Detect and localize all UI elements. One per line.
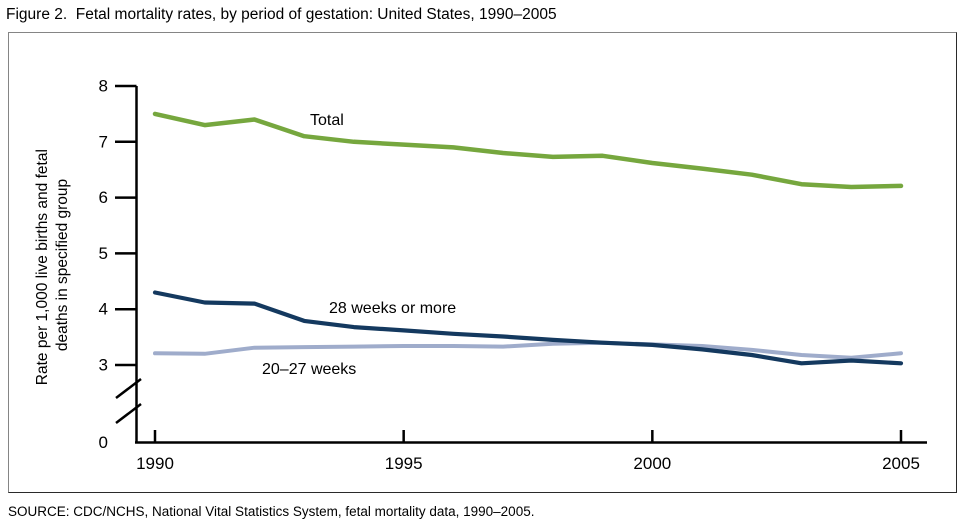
chart-frame [8, 32, 957, 493]
axes: 8 7 6 5 4 3 0 1990 1995 2000 2005 [99, 77, 927, 473]
y-tick-label: 6 [99, 188, 108, 207]
source-note: SOURCE: CDC/NCHS, National Vital Statist… [8, 504, 535, 519]
y-tick-label: 5 [99, 244, 108, 263]
y-tick-label: 7 [99, 132, 108, 151]
figure-title: Figure 2. Fetal mortality rates, by peri… [6, 6, 557, 23]
series-label-total: Total [310, 112, 344, 129]
series-lines [152, 111, 904, 366]
y-tick-label-zero: 0 [99, 433, 108, 452]
series-label-20-27-weeks: 20–27 weeks [262, 361, 356, 378]
y-tick-label: 4 [99, 300, 108, 319]
x-tick-label: 2005 [882, 454, 920, 473]
x-tick-label: 2000 [633, 454, 671, 473]
axis-break-slash [115, 403, 142, 424]
y-tick-label: 3 [99, 356, 108, 375]
axis-break-slash [115, 378, 142, 399]
x-tick-label: 1990 [136, 454, 174, 473]
series-line-28-weeks-or-more [152, 290, 904, 366]
y-tick-label: 8 [99, 77, 108, 96]
series-line-total [152, 111, 904, 190]
series-line-20-27-weeks [153, 340, 903, 360]
x-tick-label: 1995 [385, 454, 423, 473]
y-axis-title: Rate per 1,000 live births and fetal dea… [34, 145, 71, 385]
series-label-28-weeks-or-more: 28 weeks or more [329, 300, 456, 317]
